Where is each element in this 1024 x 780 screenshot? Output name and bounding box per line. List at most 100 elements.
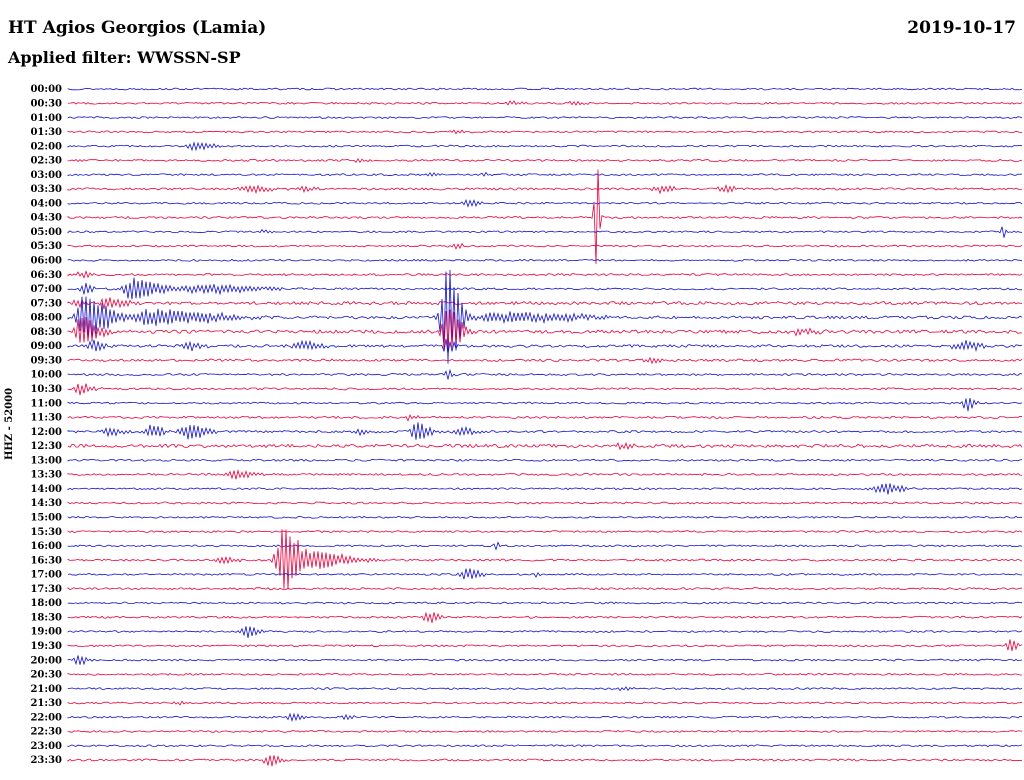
seismic-trace-2100	[67, 686, 1023, 692]
seismic-trace-0630	[67, 270, 1023, 279]
seismic-trace-2230	[67, 730, 1023, 733]
time-label-0730: 07:30	[30, 298, 62, 309]
seismic-trace-1500	[67, 515, 1022, 519]
seismic-trace-0300	[67, 171, 1023, 177]
seismic-trace-0800	[67, 269, 1023, 364]
time-label-0930: 09:30	[30, 356, 62, 367]
seismic-trace-1730	[67, 587, 1023, 591]
time-label-0800: 08:00	[30, 313, 62, 324]
seismic-trace-0100	[67, 116, 1023, 119]
seismic-trace-1200	[67, 422, 1023, 440]
time-label-1230: 12:30	[30, 441, 62, 452]
seismic-trace-1800	[67, 601, 1023, 605]
time-label-0300: 03:00	[30, 170, 62, 181]
time-label-1600: 16:00	[30, 541, 62, 552]
time-label-0830: 08:30	[30, 327, 62, 338]
time-label-2300: 23:00	[30, 741, 62, 752]
time-label-1700: 17:00	[30, 570, 62, 581]
seismic-trace-2300	[67, 744, 1023, 748]
time-label-0230: 02:30	[30, 156, 62, 167]
seismic-trace-0230	[67, 158, 1023, 164]
record-date: 2019-10-17	[907, 18, 1016, 38]
time-label-0430: 04:30	[30, 213, 62, 224]
seismic-trace-1900	[67, 626, 1023, 638]
time-label-1100: 11:00	[30, 398, 62, 409]
seismic-trace-1530	[67, 530, 1023, 533]
seismic-trace-1230	[67, 442, 1023, 451]
time-label-1330: 13:30	[30, 470, 62, 481]
channel-scale-label: HHZ - 52000	[4, 388, 15, 460]
seismic-trace-0830	[67, 309, 1023, 350]
time-label-1030: 10:30	[30, 384, 62, 395]
time-label-1430: 14:30	[30, 498, 62, 509]
seismic-trace-1830	[67, 611, 1023, 623]
time-label-1930: 19:30	[30, 641, 62, 652]
time-label-0400: 04:00	[30, 198, 62, 209]
seismic-trace-1400	[67, 483, 1023, 495]
seismic-trace-0730	[67, 297, 1023, 310]
seismic-trace-0000	[67, 87, 1023, 91]
time-label-1730: 17:30	[30, 584, 62, 595]
seismic-trace-1130	[67, 414, 1023, 422]
seismic-trace-2200	[67, 712, 1023, 722]
seismic-trace-0400	[67, 198, 1023, 208]
seismic-trace-2000	[67, 655, 1023, 666]
time-label-0200: 02:00	[30, 141, 62, 152]
time-label-1300: 13:00	[30, 455, 62, 466]
time-label-0700: 07:00	[30, 284, 62, 295]
time-label-0530: 05:30	[30, 241, 62, 252]
time-label-0500: 05:00	[30, 227, 62, 238]
time-label-1130: 11:30	[30, 413, 62, 424]
time-label-0100: 01:00	[30, 113, 62, 124]
seismic-trace-1700	[67, 568, 1022, 580]
time-label-1900: 19:00	[30, 627, 62, 638]
seismic-trace-0930	[67, 356, 1023, 365]
seismic-trace-1330	[67, 469, 1023, 480]
time-label-0600: 06:00	[30, 256, 62, 267]
seismic-trace-0900	[67, 338, 1023, 354]
seismic-trace-1300	[67, 458, 1023, 462]
seismic-trace-1100	[67, 398, 1023, 412]
time-label-1630: 16:30	[30, 555, 62, 566]
time-label-2030: 20:30	[30, 670, 62, 681]
time-label-1830: 18:30	[30, 612, 62, 623]
time-label-1500: 15:00	[30, 513, 62, 524]
seismic-trace-1030	[67, 383, 1023, 396]
seismic-trace-0130	[67, 129, 1022, 135]
seismic-trace-1430	[67, 501, 1023, 505]
seismic-trace-0600	[67, 258, 1023, 262]
filter-label: Applied filter: WWSSN-SP	[8, 48, 241, 67]
seismic-trace-1630	[67, 529, 1023, 590]
time-label-0030: 00:30	[30, 99, 62, 110]
seismic-trace-2130	[67, 700, 1023, 706]
time-label-2200: 22:00	[30, 712, 62, 723]
time-label-1000: 10:00	[30, 370, 62, 381]
time-label-2130: 21:30	[30, 698, 62, 709]
time-label-1530: 15:30	[30, 527, 62, 538]
station-title: HT Agios Georgios (Lamia)	[8, 18, 267, 38]
seismic-trace-0200	[67, 141, 1023, 152]
seismic-trace-2030	[67, 672, 1022, 676]
time-label-1200: 12:00	[30, 427, 62, 438]
seismic-trace-0700	[67, 277, 1022, 300]
seismic-trace-0500	[67, 226, 1023, 238]
seismic-trace-1600	[67, 541, 1023, 551]
seismic-trace-0430	[67, 169, 1023, 264]
time-label-0630: 06:30	[30, 270, 62, 281]
time-label-2100: 21:00	[30, 684, 62, 695]
seismic-trace-1930	[67, 639, 1023, 652]
time-label-0330: 03:30	[30, 184, 62, 195]
seismic-trace-0030	[67, 100, 1023, 106]
time-label-1400: 14:00	[30, 484, 62, 495]
seismic-trace-0330	[67, 184, 1023, 195]
time-label-1800: 18:00	[30, 598, 62, 609]
time-label-2230: 22:30	[30, 727, 62, 738]
time-label-0000: 00:00	[30, 84, 62, 95]
time-label-2330: 23:30	[30, 755, 62, 766]
seismic-trace-2330	[67, 755, 1023, 767]
time-label-0130: 01:30	[30, 127, 62, 138]
time-label-2000: 20:00	[30, 655, 62, 666]
time-label-0900: 09:00	[30, 341, 62, 352]
